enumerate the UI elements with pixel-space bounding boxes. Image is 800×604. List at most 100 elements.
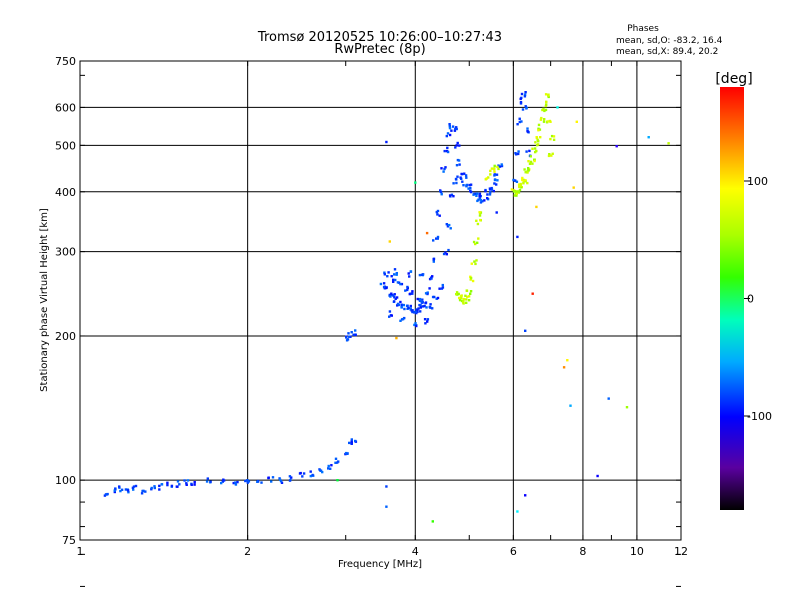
data-point <box>517 150 520 153</box>
data-point <box>423 304 426 308</box>
data-point <box>460 294 463 297</box>
data-point <box>467 187 470 190</box>
data-point <box>521 176 524 180</box>
data-point <box>548 119 551 123</box>
data-point <box>446 225 450 228</box>
data-point <box>531 292 534 295</box>
data-point <box>458 298 462 302</box>
data-point <box>461 180 464 183</box>
data-point <box>476 222 480 226</box>
colorbar-tick-label: -100 <box>747 410 772 423</box>
data-point <box>436 235 440 239</box>
data-point <box>270 480 273 483</box>
data-point <box>415 324 418 328</box>
data-point <box>518 117 521 120</box>
data-point <box>433 295 436 299</box>
data-point <box>205 480 209 483</box>
data-point <box>493 182 496 185</box>
data-point <box>299 471 302 475</box>
data-point <box>150 486 153 490</box>
data-point <box>388 293 392 297</box>
data-point <box>515 180 519 183</box>
data-point <box>319 469 323 472</box>
data-point <box>471 279 475 283</box>
data-point <box>478 211 481 214</box>
data-point <box>490 167 494 170</box>
data-point <box>462 184 465 187</box>
data-point <box>484 188 487 192</box>
data-point <box>418 273 422 277</box>
data-point <box>522 179 525 183</box>
data-point <box>256 480 259 483</box>
data-point <box>409 304 412 308</box>
data-point <box>445 223 448 226</box>
data-point <box>547 95 550 99</box>
data-point <box>432 239 435 242</box>
data-point <box>512 178 515 182</box>
data-point <box>426 318 430 321</box>
data-point <box>566 359 569 362</box>
data-point <box>489 169 492 173</box>
data-point <box>446 146 449 150</box>
data-point <box>347 332 350 335</box>
data-point <box>267 476 270 479</box>
data-point <box>311 473 314 477</box>
y-tick-label: 75 <box>62 534 76 547</box>
data-point <box>495 173 499 176</box>
data-point <box>234 481 237 484</box>
data-point <box>465 185 468 188</box>
data-point <box>475 259 478 262</box>
data-point <box>452 195 455 198</box>
data-point <box>458 144 461 147</box>
data-point <box>350 438 353 441</box>
colorbar-label: [deg] <box>715 71 752 87</box>
data-point <box>545 100 548 104</box>
data-point <box>489 191 492 194</box>
data-point <box>113 489 116 492</box>
data-point <box>403 307 406 311</box>
data-point <box>431 275 434 278</box>
data-point <box>484 190 487 193</box>
data-point <box>469 278 472 281</box>
data-point <box>478 192 482 195</box>
data-point <box>435 297 438 300</box>
data-point <box>443 149 446 153</box>
data-point <box>490 186 493 190</box>
data-point <box>542 120 546 123</box>
data-point <box>345 339 349 342</box>
data-point <box>120 488 124 491</box>
data-point <box>349 335 352 338</box>
data-point <box>431 520 434 523</box>
data-point <box>457 292 460 296</box>
data-point <box>490 188 494 191</box>
data-point <box>500 164 504 168</box>
data-point <box>493 174 496 177</box>
data-point <box>513 190 517 193</box>
data-point <box>460 299 464 303</box>
data-point <box>460 177 463 180</box>
data-point <box>458 163 461 166</box>
data-point <box>419 310 422 313</box>
data-point <box>350 442 353 445</box>
data-point <box>280 481 284 484</box>
data-point <box>535 144 539 147</box>
data-point <box>539 118 543 121</box>
data-point <box>441 283 444 287</box>
data-point <box>448 125 451 128</box>
data-point <box>428 277 432 281</box>
y-tick-label: 200 <box>55 330 76 343</box>
data-point <box>549 137 552 141</box>
data-point <box>521 178 524 182</box>
data-point <box>517 183 521 186</box>
data-point <box>440 193 443 196</box>
data-point <box>528 149 531 153</box>
data-point <box>432 257 435 261</box>
data-point <box>479 201 483 204</box>
data-point <box>541 108 544 112</box>
data-point <box>330 464 333 467</box>
data-point <box>552 135 556 138</box>
data-point <box>552 138 556 141</box>
data-point <box>518 188 522 192</box>
data-point <box>456 141 459 145</box>
data-point <box>400 306 403 309</box>
